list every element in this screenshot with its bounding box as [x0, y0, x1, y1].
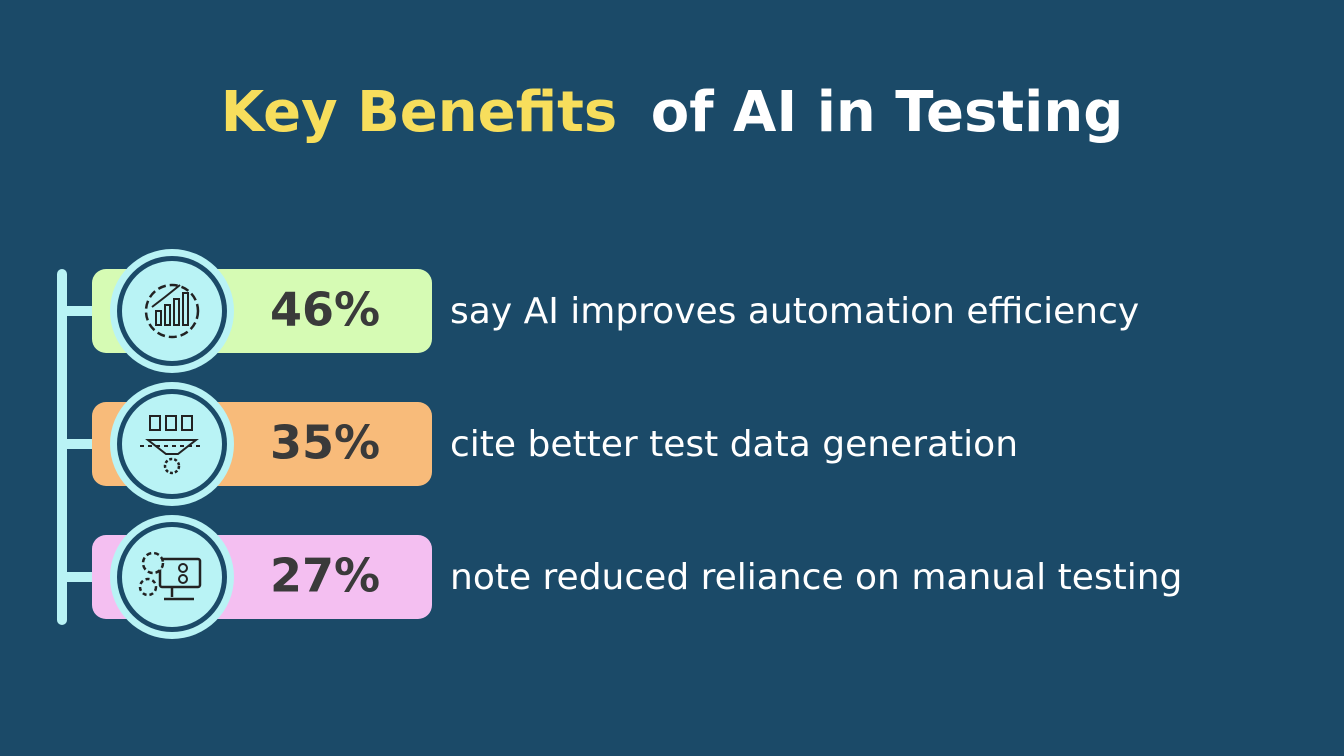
title-highlight: Key Benefits: [221, 80, 618, 145]
stat-description: cite better test data generation: [450, 424, 1018, 465]
stat-value: 27%: [270, 549, 380, 603]
stat-description: note reduced reliance on manual testing: [450, 557, 1182, 598]
items: 46% say AI improves automation efficiency…: [62, 249, 1182, 639]
title: Key Benefits of AI in Testing: [221, 80, 1124, 145]
icon: [144, 283, 200, 339]
title-rest: of AI in Testing: [651, 80, 1124, 145]
icon-bg: [122, 394, 222, 494]
stat-value: 35%: [270, 416, 380, 470]
icon-bg: [122, 527, 222, 627]
icon-bg: [122, 261, 222, 361]
benefit-row: 27% note reduced reliance on manual testi…: [62, 515, 1182, 639]
stat-description: say AI improves automation efficiency: [450, 291, 1139, 332]
benefit-row: 46% say AI improves automation efficiency: [62, 249, 1139, 373]
icon: [140, 415, 204, 475]
benefit-row: 35% cite better test data generation: [62, 382, 1018, 506]
icon: [138, 551, 202, 601]
stat-value: 46%: [270, 283, 380, 337]
